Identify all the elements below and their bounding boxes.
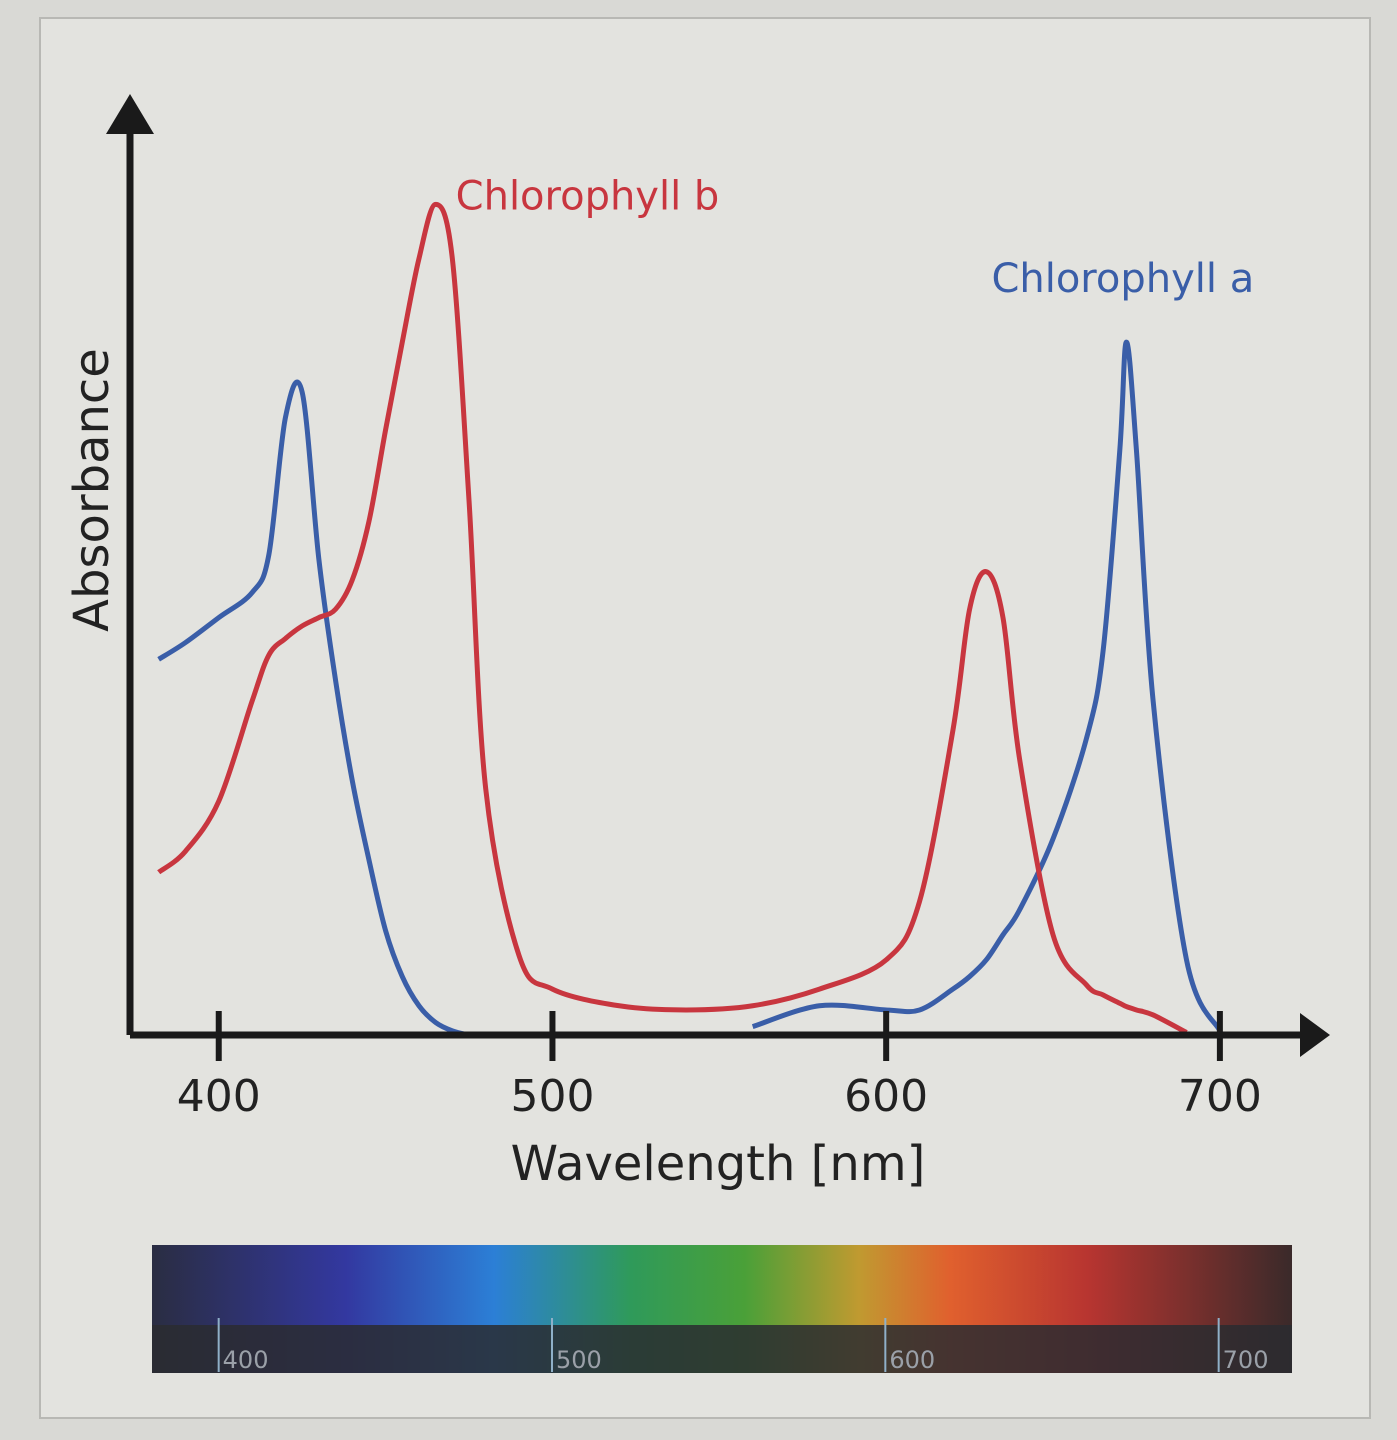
series-label: Chlorophyll a bbox=[991, 256, 1254, 302]
x-tick-label: 400 bbox=[177, 1071, 261, 1122]
spectrum-scale bbox=[152, 1325, 1292, 1373]
spectrum-tick-label: 600 bbox=[889, 1346, 935, 1374]
y-axis-title: Absorbance bbox=[64, 348, 120, 632]
x-tick-label: 600 bbox=[844, 1071, 928, 1122]
y-axis-arrow bbox=[106, 94, 154, 134]
x-axis-title: Wavelength [nm] bbox=[511, 1136, 926, 1192]
x-axis-arrow bbox=[1300, 1013, 1330, 1057]
spectrum-tick-label: 400 bbox=[223, 1346, 269, 1374]
x-tick-label: 500 bbox=[510, 1071, 594, 1122]
series-line bbox=[157, 379, 470, 1038]
series-label: Chlorophyll b bbox=[456, 173, 720, 219]
spectrum-tick-label: 500 bbox=[556, 1346, 602, 1374]
panel bbox=[39, 17, 1371, 1419]
spectrum-tick-label: 700 bbox=[1223, 1346, 1269, 1374]
series-line bbox=[751, 339, 1223, 1033]
x-tick-label: 700 bbox=[1178, 1071, 1262, 1122]
series-line bbox=[157, 201, 1188, 1035]
